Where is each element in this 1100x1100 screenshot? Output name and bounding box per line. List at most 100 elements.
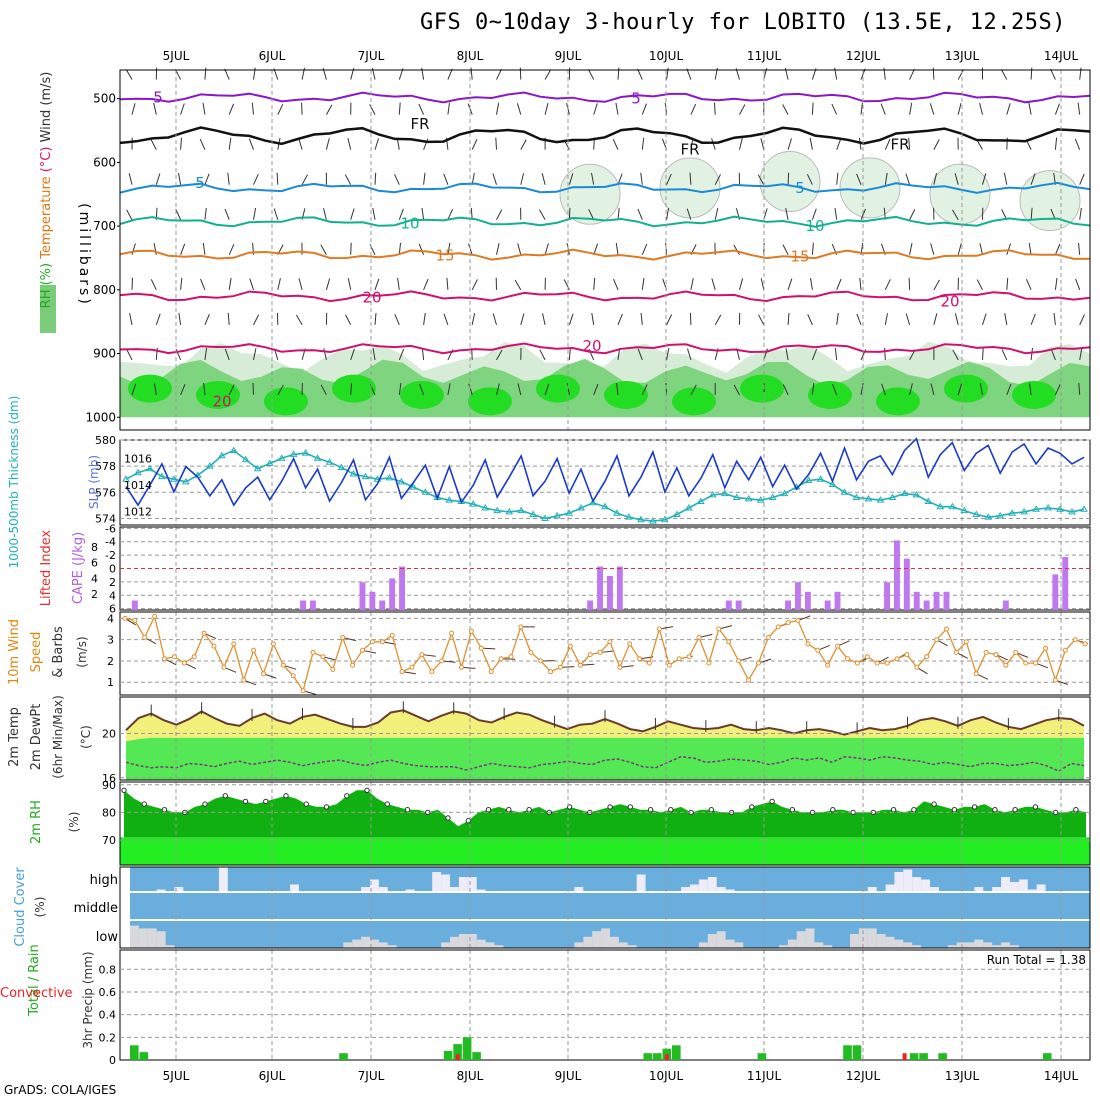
date-tick-top: 12JUL <box>846 49 881 63</box>
wind-barb <box>1074 138 1081 150</box>
rh-point <box>445 815 451 821</box>
cloud-low-bar <box>1001 942 1010 948</box>
rh-point <box>303 801 309 807</box>
wind-barb <box>301 102 303 115</box>
rh-point <box>911 807 917 813</box>
thickness-point <box>217 451 226 459</box>
wind-speed-point <box>765 635 771 640</box>
cloud-high-bar <box>370 879 379 892</box>
date-tick-bottom: 6JUL <box>259 1069 286 1083</box>
wind-barb <box>446 277 449 290</box>
axis-label: 2m Temp <box>7 707 22 767</box>
wind-barb <box>714 174 721 185</box>
contour-line <box>119 342 1091 355</box>
contour-label: FR <box>680 141 699 159</box>
cloud-low-bar <box>903 942 913 948</box>
wind-barb <box>957 69 965 80</box>
bottom-date-axis: 5JUL 6JUL 7JUL 8JUL 9JUL 10JUL 11JUL 12JUL 13JUL… <box>163 1069 1079 1083</box>
thickness-point <box>744 494 753 502</box>
cloud-high-bar <box>930 887 939 892</box>
wind-speed-point <box>1023 660 1029 666</box>
cloud-high-bar <box>707 877 717 892</box>
wind-barb <box>544 69 552 80</box>
thickness-point <box>1044 504 1052 511</box>
axis-label: CAPE (J/kg) <box>71 532 86 604</box>
wind-barb <box>131 243 136 255</box>
wind-speed-point <box>874 660 880 666</box>
thickness-point <box>421 488 430 495</box>
wind-barb <box>541 173 546 185</box>
wind-barb <box>690 103 697 115</box>
wind-speed-point <box>647 660 652 666</box>
wind-barb <box>1029 383 1032 396</box>
wind-barb <box>979 102 983 115</box>
rh-point <box>283 793 289 799</box>
y-tick-label: 0.4 <box>99 1009 117 1022</box>
y-tick-label: -6 <box>105 522 116 535</box>
thickness-point <box>888 493 897 501</box>
wind-barb <box>612 138 619 150</box>
wind-barb <box>224 68 230 80</box>
wind-speed-line <box>124 614 1086 693</box>
wind-barb <box>517 383 522 396</box>
wind-barb <box>203 382 206 396</box>
thickness-point <box>265 459 274 467</box>
wind-barb <box>929 103 935 115</box>
wind-barb <box>153 383 157 396</box>
contour-line <box>119 248 1091 261</box>
wind-barb <box>714 207 719 220</box>
precip-total-bar <box>453 1044 462 1060</box>
cloud-low-bar <box>734 942 744 948</box>
cloud-high-bar <box>885 884 895 892</box>
cloud-low-bar <box>583 936 593 948</box>
cloud-low-bar <box>912 945 922 948</box>
wind-barb <box>155 173 161 185</box>
wind-barb <box>908 277 911 290</box>
contour-label: 10 <box>805 217 824 235</box>
wind-barb <box>204 173 210 185</box>
panel-wind10m: 1 2 3 4 10m Wind Speed & Barbs (m/s) <box>7 611 1091 696</box>
y-tick-label: 16 <box>102 772 116 785</box>
wind-speed-point <box>122 615 128 621</box>
thickness-point <box>900 489 909 497</box>
cape-bar <box>310 600 316 610</box>
rh-shade-100 <box>128 374 172 403</box>
wind-barb <box>418 243 425 255</box>
rh-point <box>323 804 330 810</box>
thickness-point <box>876 496 885 503</box>
precip-total-bar <box>339 1053 348 1060</box>
wind-barb <box>496 243 500 255</box>
cape-bar <box>131 600 138 610</box>
rh-point <box>1012 807 1018 813</box>
precip-total-bar <box>443 1050 453 1060</box>
cloud-low-bar <box>147 928 157 948</box>
wind-barb <box>204 348 208 360</box>
wind-barb <box>539 349 546 361</box>
wind-speed-point <box>171 654 177 660</box>
cloud-low-bar <box>796 931 806 948</box>
wind-barb <box>593 383 599 396</box>
wind-barb <box>1079 348 1083 360</box>
rh-shade-100 <box>876 387 920 416</box>
thickness-point <box>960 506 969 514</box>
page-title: GFS 0~10day 3-hourly for LOBITO (13.5E, … <box>420 10 1067 35</box>
rh-point <box>344 793 350 799</box>
wind-barb <box>834 207 838 220</box>
contour-label: 5 <box>795 179 805 197</box>
cloud-high-bar <box>156 889 166 892</box>
cloud-high-bar <box>698 879 708 892</box>
wind-barb <box>1003 172 1008 185</box>
wind-barb <box>253 348 257 361</box>
wind-barb <box>587 69 595 80</box>
date-tick-bottom: 13JUL <box>945 1069 980 1083</box>
wind-speed-point <box>755 660 761 666</box>
contour-label: 15 <box>790 248 809 266</box>
wind-barb <box>495 137 497 150</box>
wind-barb <box>1006 243 1011 255</box>
axis-label: Convective <box>0 986 73 1001</box>
wind-barb <box>1030 347 1033 360</box>
wind-barb <box>588 209 595 220</box>
cloud-high-bar <box>378 887 388 892</box>
precip-total-bar <box>919 1053 928 1060</box>
wind-speed-point <box>963 639 969 645</box>
